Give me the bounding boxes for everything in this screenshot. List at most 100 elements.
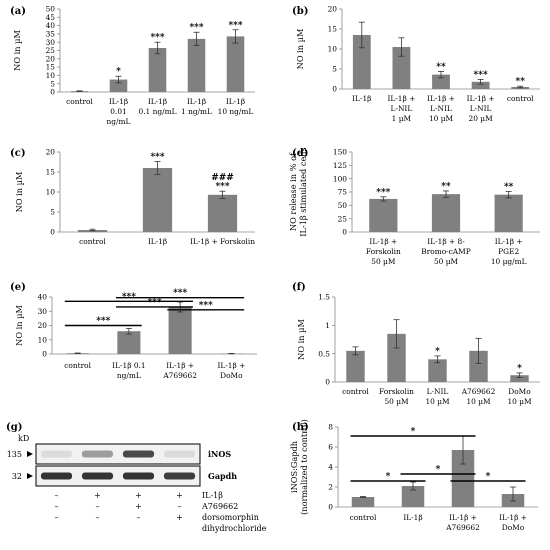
kd-unit: kD (18, 434, 29, 443)
treatment-label: dorsomorphin (202, 513, 259, 522)
western-blot-panel: (g)kD 135 iNOS 32 Gapdh – + + + IL-1β – – + – A769662 –… (6, 422, 267, 533)
bar (387, 333, 406, 382)
bracket-label: *** (173, 289, 187, 299)
category-label: IL-1β + (467, 94, 495, 103)
y-tick-label: 35 (46, 30, 56, 39)
significance-marker: * (517, 364, 522, 374)
bracket-label: * (486, 472, 491, 482)
bar (431, 194, 461, 232)
category-label: IL-1β + (217, 361, 245, 370)
category-label: IL-1β (187, 97, 206, 106)
bar (351, 497, 375, 507)
y-tick-label: 1 (325, 321, 330, 330)
y-tick-label: 0 (328, 503, 333, 512)
treatment-sign: – (55, 491, 59, 500)
significance-marker: ** (515, 77, 525, 87)
category-label: DoMo (220, 371, 243, 380)
blot-band (40, 472, 73, 480)
blot-band (122, 472, 155, 480)
category-label: IL-1β + (499, 513, 527, 522)
blot-band (81, 472, 114, 480)
bar (187, 38, 206, 92)
panel-label: (g) (6, 422, 22, 433)
y-tick-label: 25 (338, 214, 348, 223)
bar (352, 35, 371, 89)
y-tick-label: 10 (46, 188, 56, 197)
panel-label: (h) (292, 422, 309, 433)
treatment-sign: – (178, 502, 182, 511)
y-axis-label: iNOS:Gapdh (289, 440, 299, 493)
category-label: ng/mL (117, 371, 141, 380)
significance-marker: ** (504, 182, 514, 192)
y-axis-label: IL-1β stimulated cells (298, 147, 308, 236)
blot-band (122, 450, 155, 458)
category-label: L-NIL (470, 104, 492, 113)
category-label: IL-1β + (166, 361, 194, 370)
bar (451, 450, 475, 507)
category-label: Forskolin (379, 387, 414, 396)
category-label: IL-1β (148, 237, 167, 246)
blot-strip (35, 465, 201, 487)
category-label: DoMo (508, 387, 531, 396)
y-axis-label: NO in µM (295, 29, 305, 70)
y-tick-label: 20 (328, 5, 338, 14)
y-tick-label: 15 (46, 63, 56, 72)
y-tick-label: 2 (328, 483, 333, 492)
category-label: 50 µM (384, 397, 409, 406)
y-axis-label: NO release in % of (288, 152, 298, 231)
category-label: 1 ng/mL (181, 107, 212, 116)
y-tick-label: 100 (333, 174, 347, 183)
significance-marker: *** (150, 153, 164, 163)
y-tick-label: 15 (328, 25, 338, 34)
category-label: L-NIL (430, 104, 452, 113)
treatment-label: IL-1β (202, 491, 223, 500)
category-label: A769662 (445, 523, 480, 532)
band-label: Gapdh (208, 471, 237, 481)
bar (117, 331, 141, 354)
category-label: 0.1 ng/mL (139, 107, 177, 116)
bar (168, 306, 192, 354)
y-tick-label: 10 (46, 71, 56, 80)
blot-band (163, 472, 196, 480)
significance-marker: * (435, 347, 440, 357)
category-label: IL-1β 0.1 (112, 361, 145, 370)
treatment-sign: + (135, 491, 142, 500)
y-axis-label: NO in µM (14, 172, 24, 213)
category-label: ng/mL (107, 117, 131, 126)
y-tick-label: 30 (46, 38, 56, 47)
y-tick-label: 0 (50, 228, 55, 237)
bar (432, 74, 450, 89)
bar (207, 194, 238, 232)
significance-marker: ** (441, 182, 451, 192)
treatment-sign: – (137, 513, 141, 522)
chart-panel-e: (e) 0 10 20 30 40 NO in µM control IL-1β 0.1ng/m… (10, 282, 257, 380)
y-tick-label: 5 (332, 65, 337, 74)
category-label: 10 ng/mL (218, 107, 254, 116)
bar (469, 350, 488, 382)
category-label: control (342, 387, 369, 396)
category-label: 10 µM (507, 397, 532, 406)
y-tick-label: 4 (328, 463, 333, 472)
treatment-sign: – (96, 502, 100, 511)
bar (148, 48, 167, 92)
treatment-sign: + (94, 491, 101, 500)
bar (369, 198, 398, 232)
category-label: IL-1β (148, 97, 167, 106)
y-axis-label: (normalized to control) (299, 419, 309, 515)
category-label: IL-1β (403, 513, 422, 522)
y-tick-label: 5 (50, 208, 55, 217)
marker-label: 135 (7, 450, 22, 459)
category-label: 10 µM (425, 397, 450, 406)
y-tick-label: 40 (46, 21, 56, 30)
bracket-label: * (436, 465, 441, 475)
y-tick-label: 0 (42, 350, 47, 359)
category-label: DoMo (502, 523, 525, 532)
blot-band (40, 450, 73, 458)
y-tick-label: 5 (50, 79, 55, 88)
bar (346, 350, 365, 382)
significance-marker: *** (150, 33, 164, 43)
